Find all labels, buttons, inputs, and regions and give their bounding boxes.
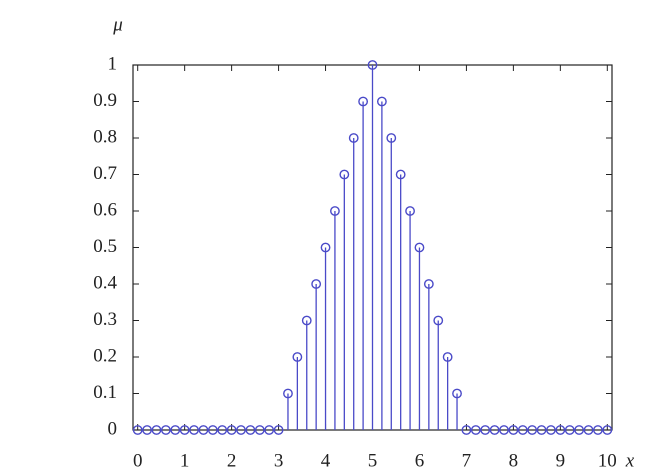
- x-tick-label: 9: [556, 450, 566, 471]
- stem-marker: [423, 279, 434, 289]
- x-tick-label: 8: [509, 450, 519, 471]
- y-tick-label: 0.7: [93, 163, 117, 184]
- stem-marker: [320, 242, 331, 253]
- x-tick-label: 4: [321, 450, 331, 471]
- y-tick-label: 0: [108, 418, 118, 439]
- y-tick-label: 1: [108, 53, 118, 74]
- stem-marker: [536, 425, 547, 435]
- stem-marker: [433, 315, 444, 326]
- stem-marker: [376, 96, 387, 107]
- y-tick-label: 0.1: [93, 382, 117, 403]
- stem-marker: [339, 169, 350, 180]
- stem-marker: [132, 425, 143, 435]
- stem-marker: [517, 425, 528, 435]
- stem-marker: [574, 425, 585, 435]
- x-tick-label: 10: [598, 450, 617, 471]
- stem-marker: [311, 279, 322, 289]
- stem-marker: [245, 425, 256, 435]
- stem-marker: [226, 425, 237, 435]
- stem-marker: [207, 425, 218, 435]
- stem-marker: [395, 169, 406, 180]
- stem-marker: [405, 206, 415, 216]
- y-tick-label: 0.9: [93, 90, 117, 111]
- x-tick-label: 7: [462, 450, 472, 471]
- stem-marker: [546, 425, 556, 435]
- stem-marker: [602, 425, 613, 435]
- stem-marker: [461, 425, 472, 435]
- stem-marker: [564, 425, 575, 435]
- x-tick-label: 2: [227, 450, 237, 471]
- stem-marker: [273, 425, 284, 435]
- stem-marker: [386, 133, 397, 143]
- stem-marker: [264, 425, 275, 435]
- stem-marker: [283, 388, 293, 399]
- y-tick-label: 0.2: [93, 345, 117, 366]
- y-tick-label: 0.3: [93, 309, 117, 330]
- stem-marker: [583, 425, 594, 435]
- x-tick-label: 6: [415, 450, 425, 471]
- stem-marker: [414, 242, 425, 253]
- stem-marker: [217, 425, 228, 435]
- stem-marker: [470, 425, 481, 435]
- x-tick-label: 5: [368, 450, 378, 471]
- stem-marker: [160, 425, 171, 435]
- x-tick-label: 1: [180, 450, 190, 471]
- y-tick-label: 0.8: [93, 126, 117, 147]
- stem-marker: [480, 425, 491, 435]
- stem-marker: [330, 206, 340, 216]
- stem-marker: [508, 425, 519, 435]
- stem-marker: [254, 425, 265, 435]
- stem-marker: [499, 425, 509, 435]
- stem-marker: [489, 425, 500, 435]
- stem-marker: [198, 425, 209, 435]
- stem-marker: [142, 425, 152, 435]
- y-tick-label: 0.4: [93, 272, 117, 293]
- stem-marker: [189, 425, 199, 435]
- stem-marker: [442, 352, 453, 362]
- stem-marker: [170, 425, 181, 435]
- stem-marker: [452, 388, 462, 399]
- x-tick-label: 3: [274, 450, 284, 471]
- stem-marker: [348, 133, 359, 143]
- stem-marker: [367, 60, 378, 70]
- stem-marker: [527, 425, 538, 435]
- stem-marker: [593, 425, 603, 435]
- x-axis-label: x: [625, 450, 635, 471]
- stem-marker: [292, 352, 303, 362]
- y-tick-label: 0.6: [93, 199, 117, 220]
- stem-marker: [151, 425, 162, 435]
- x-tick-label: 0: [133, 450, 143, 471]
- stem-marker: [555, 425, 566, 435]
- y-tick-label: 0.5: [93, 236, 117, 257]
- stem-marker: [301, 315, 312, 326]
- y-axis-label: μ: [112, 14, 123, 35]
- stem-marker: [179, 425, 190, 435]
- stem-marker: [358, 96, 369, 107]
- stem-marker: [236, 425, 246, 435]
